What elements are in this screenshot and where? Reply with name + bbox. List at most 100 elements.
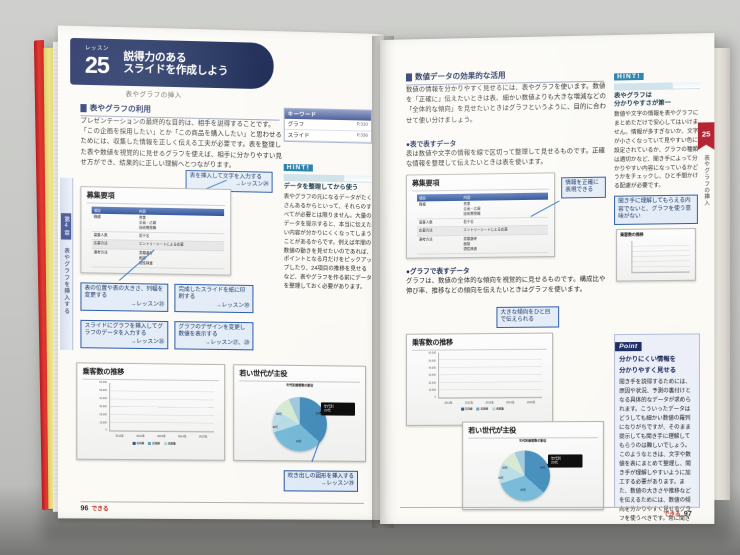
y-tick: 0 — [105, 428, 107, 433]
legend-item: 近郊線 — [476, 407, 488, 413]
y-tick: 20,000 — [428, 381, 436, 385]
x-tick: 2013年 — [157, 434, 166, 438]
callout-chart-design-ref: →レッスン㉗、㉘ — [204, 339, 250, 347]
x-tick: 2013年 — [485, 401, 494, 405]
bar-chart-x-axis: 2011年 2012年 2013年 2014年 2015年 — [438, 400, 541, 406]
mini-table-cell: 選考方法 — [419, 236, 433, 242]
y-tick: 20,000 — [99, 412, 107, 417]
x-tick: 2012年 — [464, 401, 474, 405]
bar-chart-legend: 市内線 近郊線 長距離 — [92, 441, 216, 448]
mini-table-cell: 営業 企画・広報 技術開発職 — [138, 215, 157, 231]
callout-chart-design: グラフのデザインを変更し数値を表示する →レッスン㉗、㉘ — [174, 321, 254, 351]
chapter-tab-text: 表やグラフを挿入する — [62, 247, 70, 315]
bar-series-group — [633, 240, 690, 273]
x-tick: 2012年 — [136, 434, 145, 438]
pie-label: 30代 — [295, 439, 302, 443]
point-title-line2: 分かりやすく見せる — [619, 367, 677, 375]
table-row: 選考方法 書類選考面接適性検査 — [417, 234, 548, 255]
slide-preview-pie-chart: 若い世代が主役 年代別乗客数の割合 20代 30代 40代 50代 年代別 20… — [233, 364, 367, 462]
chapter-badge: 第4章 — [60, 212, 72, 240]
callout-chart-design-text: グラフのデザインを変更し数値を表示する — [178, 324, 246, 339]
point-box: Point 分かりにくい情報を 分かりやすく見せる 聞き手を説得するためには、原… — [614, 333, 700, 522]
pie-chart-title: 年代別乗客数の割合 — [286, 382, 314, 388]
slide-preview-bar-chart: 乗客数の推移 60,000 50,000 40,000 30,000 20,00… — [76, 362, 226, 461]
slide-table-title-right: 募集要項 — [412, 180, 440, 188]
callout-resize-table: 表の位置や表の大きさ、列幅を変更する →レッスン㉕ — [80, 282, 169, 313]
slide-title-rule — [86, 202, 226, 207]
section-marker-icon — [405, 72, 413, 81]
y-tick: 60,000 — [428, 351, 436, 355]
callout-insert-shape-text: 吹き出しの図形を挿入する — [287, 473, 354, 480]
bubble-line2: 20代 — [323, 408, 331, 413]
lesson-title: 説得力のある スライドを作成しよう — [123, 50, 228, 78]
subsection-2-heading: ●グラフで表すデータ — [405, 268, 470, 276]
callout-big-trend: 大きな傾向をひと目で伝えられる — [496, 306, 560, 328]
lesson-title-line2: スライドを作成しよう — [123, 62, 229, 78]
lesson-number: 25 — [84, 51, 109, 79]
hint-title: データを整理してから使う — [283, 183, 359, 192]
bar-chart-y-axis: 60,000 50,000 40,000 30,000 20,000 10,00… — [421, 352, 437, 399]
callout-resize-table-ref: →レッスン㉕ — [130, 301, 165, 308]
y-tick: 30,000 — [428, 373, 436, 377]
right-section-heading-text: 数値データの効果的な活用 — [415, 70, 506, 82]
pie-label: 40代 — [272, 425, 278, 429]
hint-wave-decoration — [614, 81, 700, 91]
left-page-footer: 96 できる — [80, 504, 108, 513]
left-section-heading-text: 表やグラフの利用 — [89, 103, 151, 114]
hint-box-right: HINT! 表やグラフは 分かりやすさが第一 数値や文字の情報を表やグラフにまと… — [614, 64, 700, 282]
slide-bar-title: 乗客数の推移 — [82, 368, 125, 377]
slide-table-title: 募集要項 — [86, 192, 115, 200]
speech-bubble-shape: 年代別 20代 — [547, 454, 583, 468]
bar-chart-y-axis: 60,000 50,000 40,000 30,000 20,000 10,00… — [92, 381, 108, 432]
keyword-box: キーワード グラフ P.310 スライド P.336 — [283, 107, 373, 144]
pie-label: 50代 — [276, 412, 282, 416]
bubble-line2: 20代 — [551, 461, 558, 466]
pie-label: 40代 — [497, 477, 504, 481]
keyword-page: P.336 — [356, 132, 369, 138]
y-tick: 40,000 — [428, 366, 436, 370]
x-tick: 2011年 — [115, 434, 124, 438]
hint-body: 数値や文字の情報を表やグラフにまとめただけで安心してはいけません。情報が多すぎな… — [614, 110, 699, 191]
keyword-term: グラフ — [287, 121, 305, 129]
callout-understandable: 聞き手に理解してもらえる内容でないと、グラフを使う意味がない — [614, 194, 698, 225]
speech-bubble-shape: 年代別 20代 — [320, 402, 356, 416]
right-body-text: 数値の情報を分かりやすく見せるには、表やグラフを使います。数値を「正確に」伝えた… — [405, 82, 607, 125]
lesson-tab-badge: 25 — [697, 122, 715, 145]
y-tick: 30,000 — [99, 405, 107, 409]
bar-series-group — [439, 352, 541, 399]
bar-chart-plot — [438, 352, 542, 400]
left-footer-rule — [80, 501, 365, 504]
page-number-left: 96 — [80, 504, 89, 512]
pie-label: 30代 — [520, 489, 526, 493]
slide-preview-mini-chart: 乗客数の推移 — [616, 227, 696, 282]
x-tick: 2015年 — [198, 435, 208, 439]
hint-tag: HINT! — [283, 163, 313, 172]
right-footer-rule — [399, 506, 692, 508]
mini-table-cell: 職種 — [93, 214, 101, 219]
mini-table-cell: 選考方法 — [93, 249, 108, 254]
callout-insert-chart: スライドにグラフを挿入してグラフのデータを入力する →レッスン㉖ — [80, 319, 169, 350]
mini-table-cell: 若干名 — [463, 220, 474, 225]
callout-insert-shape-ref: →レッスン㉙ — [320, 481, 355, 488]
table-row: 職種 営業 企画・広報 技術開発職 — [91, 213, 225, 235]
mini-table-cell: 若干名 — [138, 234, 150, 239]
lesson-number-block: レッスン 25 — [70, 46, 123, 79]
keyword-row[interactable]: スライド P.336 — [284, 129, 372, 143]
slide-mini-table-right: 項目 内容 職種 営業 企画・広報 技術開発職 募集人数 若干名 応募方法 エントリ… — [417, 192, 548, 255]
open-book: レッスン 25 説得力のある スライドを作成しよう 表やグラフの挿入 表やグラフ… — [24, 18, 732, 542]
callout-print-slide-ref: →レッスン㉚ — [216, 302, 250, 310]
lesson-header: レッスン 25 説得力のある スライドを作成しよう — [70, 37, 274, 90]
callout-insert-chart-text: スライドにグラフを挿入してグラフのデータを入力する — [84, 322, 163, 338]
slide-preview-table: 募集要項 項目 内容 職種 営業 企画・広報 技術開発職 募集人数 若干名 — [80, 186, 232, 276]
callout-understandable-text: 聞き手に理解してもらえる内容でないと、グラフを使う意味がない — [618, 197, 691, 221]
keyword-page: P.310 — [356, 121, 369, 127]
callout-print-slide: 完成したスライドを紙に印刷する →レッスン㉚ — [174, 283, 254, 314]
x-tick: 2014年 — [506, 400, 515, 404]
hint-title-line2: 分かりやすさが第一 — [614, 99, 671, 108]
table-row: 職種 営業 企画・広報 技術開発職 — [417, 199, 548, 220]
legend-item: 市内線 — [460, 407, 472, 413]
legend-item: 長距離 — [163, 441, 176, 447]
subsection-1-body: 表は数値や文字の情報を線で区切って整理して見せるものです。正確な情報を整理して伝… — [405, 147, 606, 168]
mini-table-cell: 書類選考面接適性検査 — [463, 236, 478, 251]
